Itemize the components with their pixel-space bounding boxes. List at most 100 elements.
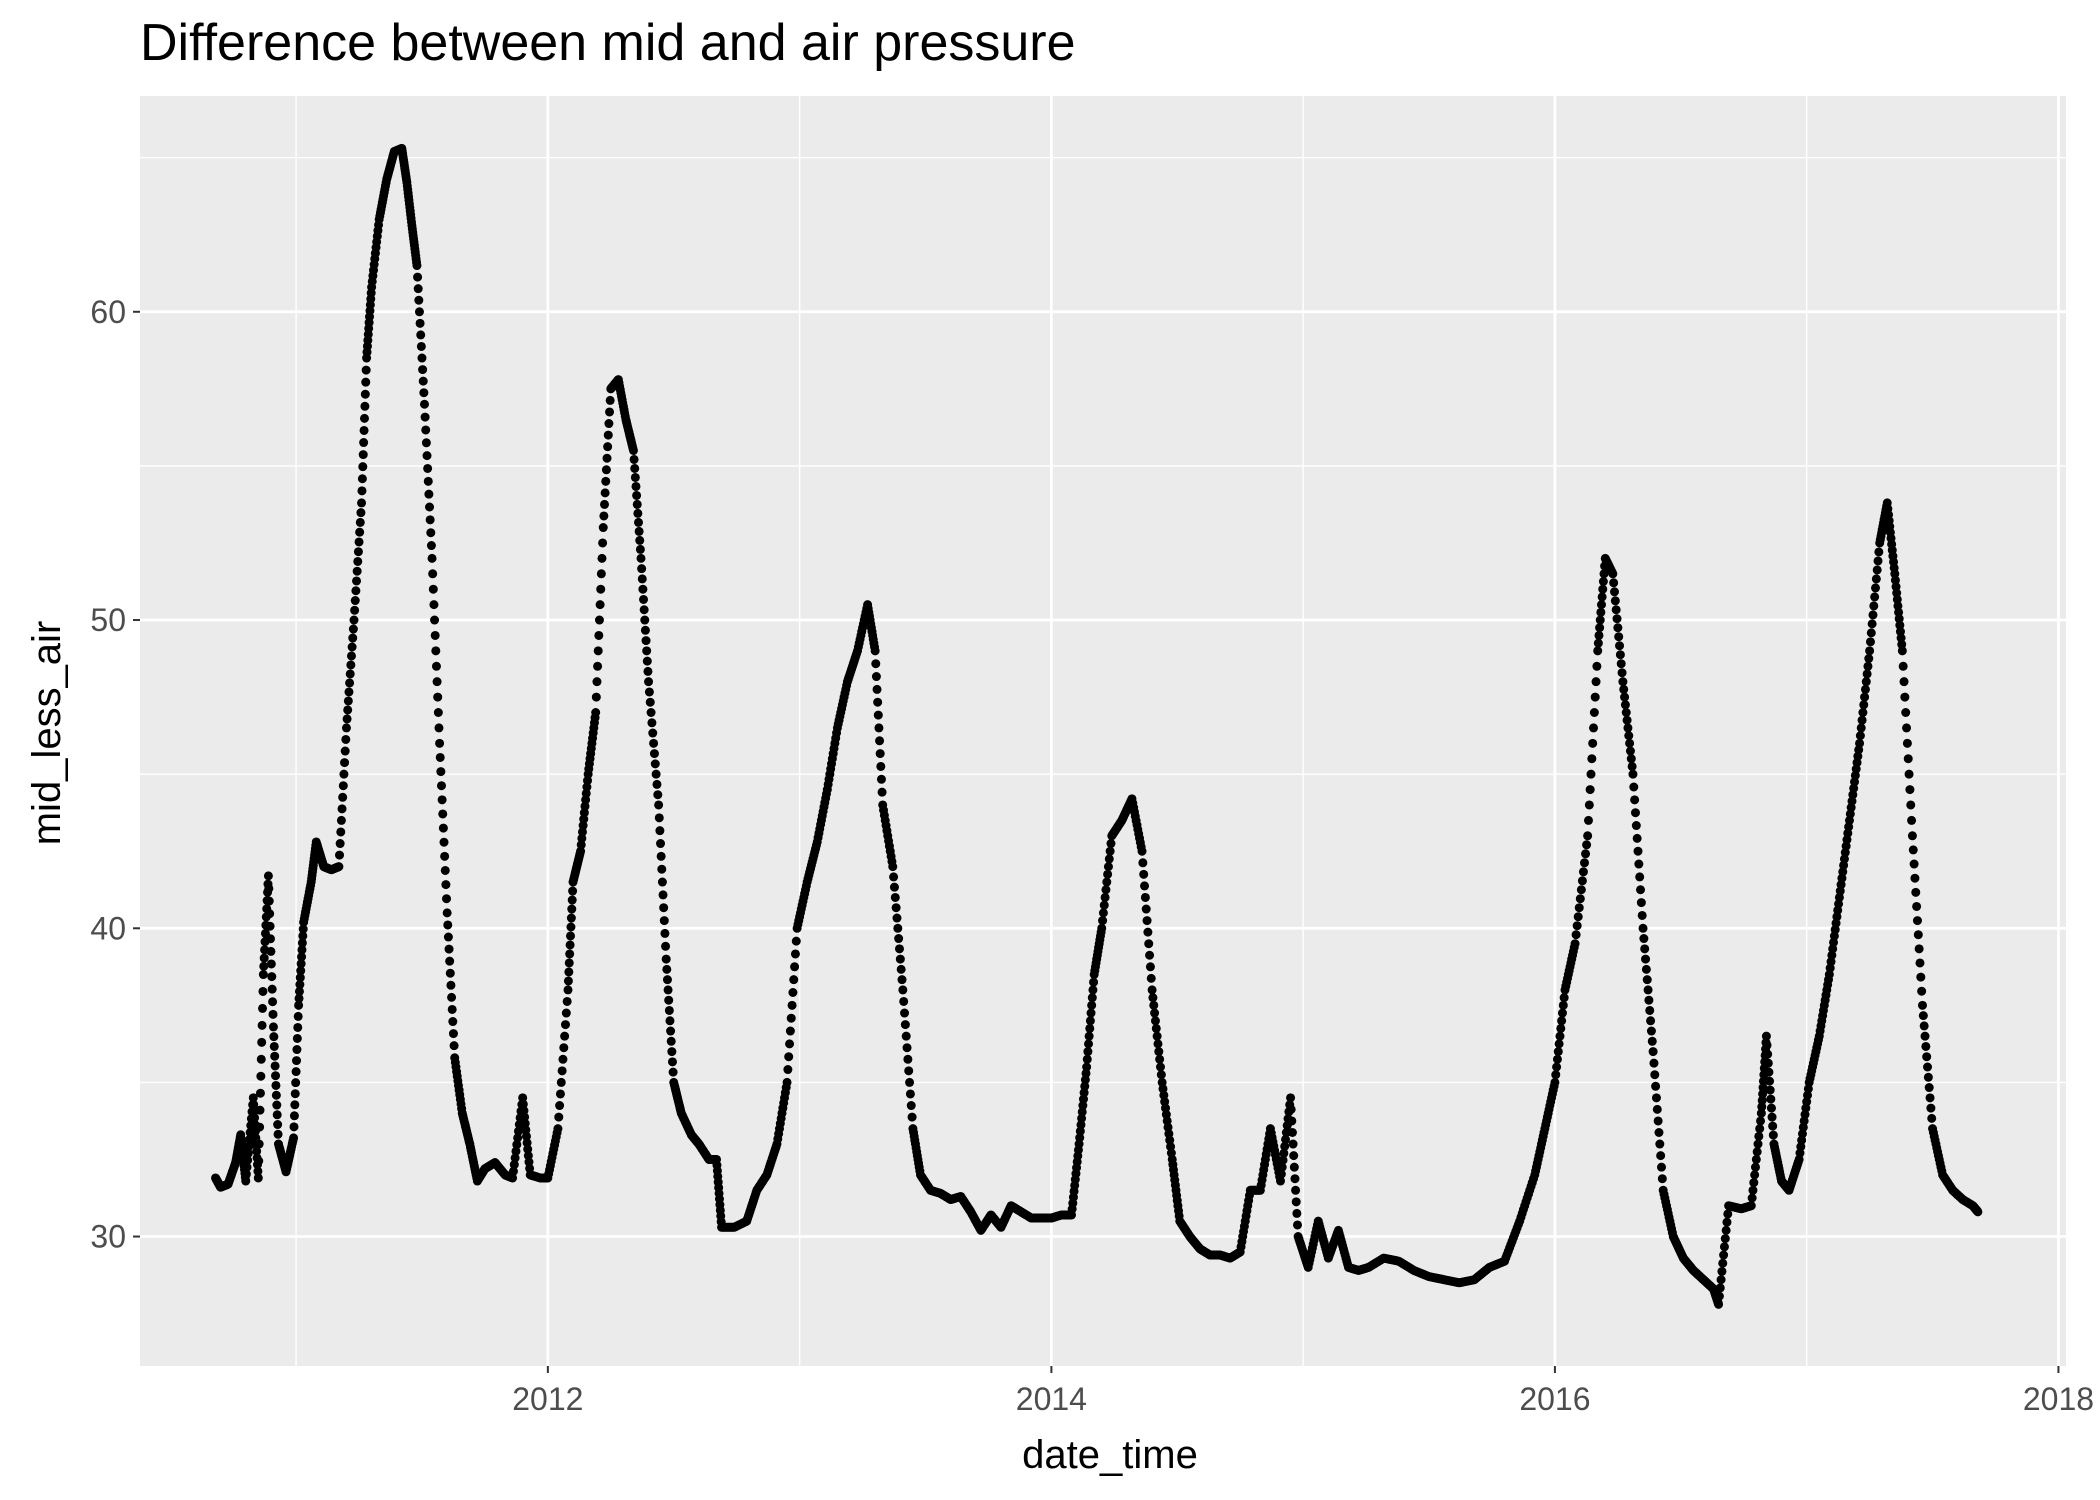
data-point (555, 1089, 565, 1099)
data-point (241, 1169, 251, 1179)
data-point (1155, 1062, 1165, 1072)
data-point (297, 945, 307, 955)
data-point (1746, 1201, 1756, 1211)
data-point (602, 453, 612, 463)
data-point (656, 839, 666, 849)
data-point (1291, 1185, 1301, 1195)
data-point (335, 850, 345, 860)
data-point (1555, 1031, 1565, 1041)
data-point (431, 661, 441, 671)
data-point (595, 600, 605, 610)
data-point (1916, 972, 1926, 982)
data-point (425, 515, 435, 525)
data-point (1594, 630, 1604, 640)
data-point (267, 972, 277, 982)
data-point (1723, 1209, 1733, 1219)
data-point (1624, 731, 1634, 741)
data-point (1145, 962, 1155, 972)
data-point (1286, 1093, 1296, 1103)
data-point (1918, 1011, 1928, 1021)
data-point (1747, 1193, 1757, 1203)
data-point (1089, 977, 1099, 987)
data-point (662, 964, 672, 974)
data-point (419, 388, 429, 398)
y-tick-label: 40 (90, 910, 126, 946)
data-point (596, 569, 606, 579)
data-point (357, 474, 367, 484)
data-point (874, 723, 884, 733)
data-point (1907, 831, 1917, 841)
y-axis-title: mid_less_air (25, 621, 69, 846)
data-point (1755, 1124, 1765, 1134)
data-point (1859, 700, 1869, 710)
data-point (1147, 985, 1157, 995)
data-point (1578, 867, 1588, 877)
data-point (293, 1011, 303, 1021)
data-point (1923, 1062, 1933, 1072)
data-point (352, 576, 362, 586)
data-point (1721, 1225, 1731, 1235)
data-point (1641, 954, 1651, 964)
data-point (412, 261, 422, 271)
data-point (563, 976, 573, 986)
y-tick-label: 50 (90, 602, 126, 638)
data-point (1584, 800, 1594, 810)
data-point (1648, 1047, 1658, 1057)
data-point (337, 804, 347, 814)
data-point (1915, 958, 1925, 968)
data-point (289, 1122, 299, 1132)
data-point (1621, 708, 1631, 717)
data-point (1860, 692, 1870, 702)
data-point (268, 1022, 278, 1032)
grid-minor (140, 96, 2066, 1366)
data-point (1716, 1275, 1726, 1285)
data-point (1287, 1116, 1297, 1126)
data-point (1596, 607, 1606, 617)
data-point (1279, 1148, 1289, 1158)
data-point (269, 1032, 279, 1042)
data-point (253, 1166, 263, 1176)
data-point (667, 1057, 677, 1067)
data-point (649, 749, 659, 759)
data-point (243, 1148, 253, 1158)
data-point (1277, 1162, 1287, 1172)
data-point (1912, 901, 1922, 911)
data-point (340, 758, 350, 768)
data-point (438, 823, 448, 833)
data-point (1718, 1258, 1728, 1268)
data-point (1914, 944, 1924, 954)
data-point (889, 872, 899, 882)
data-point (1290, 1174, 1300, 1184)
data-point (272, 1100, 282, 1110)
data-point (418, 376, 428, 386)
data-point (343, 705, 353, 715)
data-point (1137, 846, 1147, 856)
data-point (597, 553, 607, 563)
data-point (1625, 738, 1635, 748)
data-point (1627, 761, 1637, 771)
data-point (657, 864, 667, 874)
data-point (445, 968, 455, 978)
data-point (1748, 1185, 1758, 1195)
data-point (1596, 600, 1606, 610)
data-point (1591, 677, 1601, 687)
data-point (1766, 1094, 1776, 1104)
data-point (1756, 1116, 1766, 1126)
data-point (1871, 574, 1881, 584)
data-point (633, 517, 643, 527)
data-point (1139, 869, 1149, 879)
data-point (359, 413, 369, 423)
data-point (1154, 1047, 1164, 1057)
data-point (1863, 661, 1873, 671)
plot-panel (140, 96, 2066, 1366)
data-point (1652, 1104, 1662, 1114)
data-point (351, 586, 361, 596)
data-point (1292, 1208, 1302, 1218)
data-point (1870, 592, 1880, 602)
data-point (291, 1067, 301, 1077)
data-point (1632, 833, 1642, 843)
data-point (268, 1009, 278, 1019)
data-point (419, 399, 429, 409)
data-point (1143, 927, 1153, 937)
